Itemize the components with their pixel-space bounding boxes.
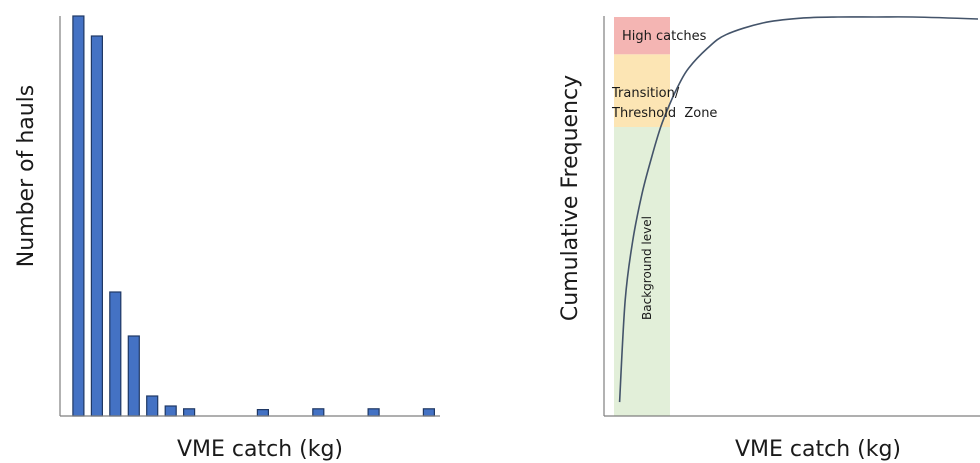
histogram-bar [183,408,196,417]
zone-band [614,127,670,416]
left-x-axis-title: VME catch (kg) [177,437,343,462]
zone-bands [614,17,670,416]
zone-band [614,17,670,55]
right-y-axis-title: Cumulative Frequency [558,75,583,321]
zone-band [614,54,670,127]
cumulative-frequency-curve [618,16,979,403]
histogram-chart: VME catch (kg) Number of hauls [14,15,440,462]
zone-label-transition-line1: Transition/ [611,86,680,101]
histogram-bar [367,408,380,417]
cumulative-frequency-chart: High catches Transition/ Threshold Zone … [558,16,980,462]
histogram-bar [109,291,122,417]
right-x-axis-title: VME catch (kg) [735,437,901,462]
histogram-bar [146,395,159,417]
histogram-bar [312,408,325,417]
histogram-bar [127,335,140,417]
zone-label-transition-line2: Threshold Zone [611,106,717,121]
histogram-bar [422,408,435,417]
left-y-axis-title: Number of hauls [14,85,39,268]
zone-label-high-catches: High catches [622,29,707,44]
histogram-bar [164,405,177,417]
histogram-bar [256,409,269,417]
histogram-bars [72,15,435,417]
zone-label-background: Background level [640,216,654,320]
histogram-bar [90,35,104,417]
histogram-bar [72,15,85,417]
